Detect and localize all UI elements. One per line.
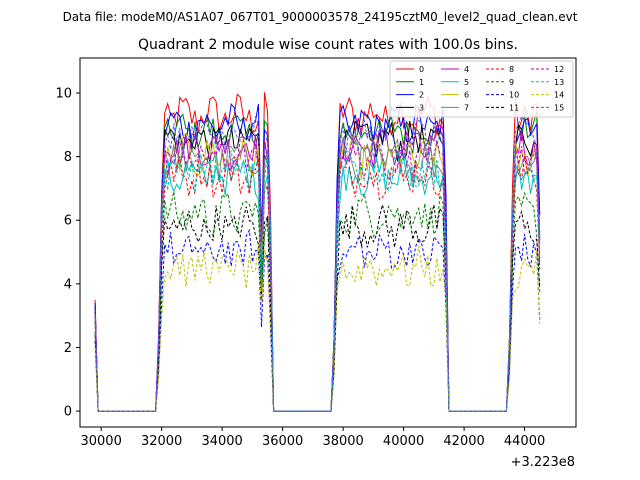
legend-box [389, 60, 574, 118]
y-tick-label: 4 [64, 277, 72, 292]
legend-label-4: 4 [464, 65, 469, 74]
legend-label-11: 11 [509, 103, 519, 112]
legend-label-14: 14 [554, 91, 564, 100]
legend-label-6: 6 [464, 91, 469, 100]
legend-label-2: 2 [419, 91, 424, 100]
x-tick-label: 44000 [504, 434, 545, 449]
series-layer [94, 92, 541, 412]
x-axis-offset-label: +3.223e8 [511, 455, 575, 470]
legend-label-13: 13 [554, 78, 564, 87]
legend-label-15: 15 [554, 103, 564, 112]
x-tick-label: 38000 [322, 434, 363, 449]
y-axis-ticks: 0 2 4 6 8 10 [55, 86, 80, 420]
legend-label-10: 10 [509, 91, 519, 100]
x-tick-label: 32000 [141, 434, 182, 449]
x-axis-ticks: 30000 32000 34000 36000 38000 40000 42000 44000 [80, 427, 545, 449]
y-tick-label: 2 [64, 341, 72, 356]
legend-label-8: 8 [509, 65, 514, 74]
x-tick-label: 34000 [201, 434, 242, 449]
legend-label-12: 12 [554, 65, 564, 74]
chart-title: Quadrant 2 module wise count rates with … [138, 37, 518, 53]
figure-suptitle: Data file: modeM0/AS1A07_067T01_90000035… [63, 10, 578, 24]
y-tick-label: 8 [64, 150, 72, 165]
legend-label-0: 0 [419, 65, 424, 74]
x-tick-label: 42000 [443, 434, 484, 449]
legend-label-3: 3 [419, 103, 424, 112]
legend-label-5: 5 [464, 78, 469, 87]
legend-label-1: 1 [419, 78, 424, 87]
x-tick-label: 30000 [80, 434, 121, 449]
x-tick-label: 40000 [383, 434, 424, 449]
x-tick-label: 36000 [262, 434, 303, 449]
y-tick-label: 0 [64, 405, 72, 420]
y-tick-label: 10 [55, 86, 72, 101]
series-line-15 [94, 115, 541, 412]
legend-label-9: 9 [509, 78, 514, 87]
plot-area-frame [79, 57, 577, 428]
y-tick-label: 6 [64, 214, 72, 229]
legend-label-7: 7 [464, 103, 469, 112]
